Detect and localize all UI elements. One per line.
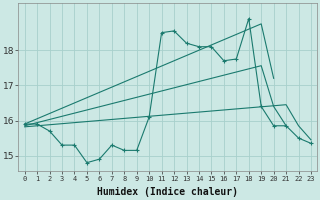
- X-axis label: Humidex (Indice chaleur): Humidex (Indice chaleur): [97, 187, 238, 197]
